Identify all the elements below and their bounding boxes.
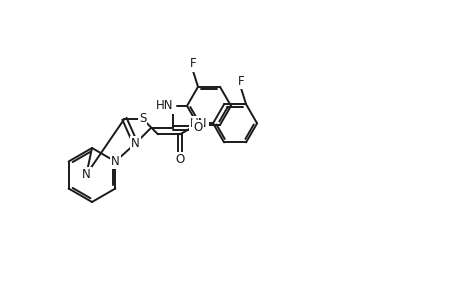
Text: N: N xyxy=(82,168,90,181)
Text: O: O xyxy=(193,122,202,134)
Text: HN: HN xyxy=(190,117,207,130)
Text: N: N xyxy=(111,155,119,168)
Text: N: N xyxy=(111,155,119,168)
Text: O: O xyxy=(175,153,184,166)
Text: N: N xyxy=(131,137,140,150)
Text: HN: HN xyxy=(156,99,174,112)
Text: F: F xyxy=(189,57,196,70)
Text: F: F xyxy=(237,75,244,88)
Text: S: S xyxy=(139,112,146,125)
